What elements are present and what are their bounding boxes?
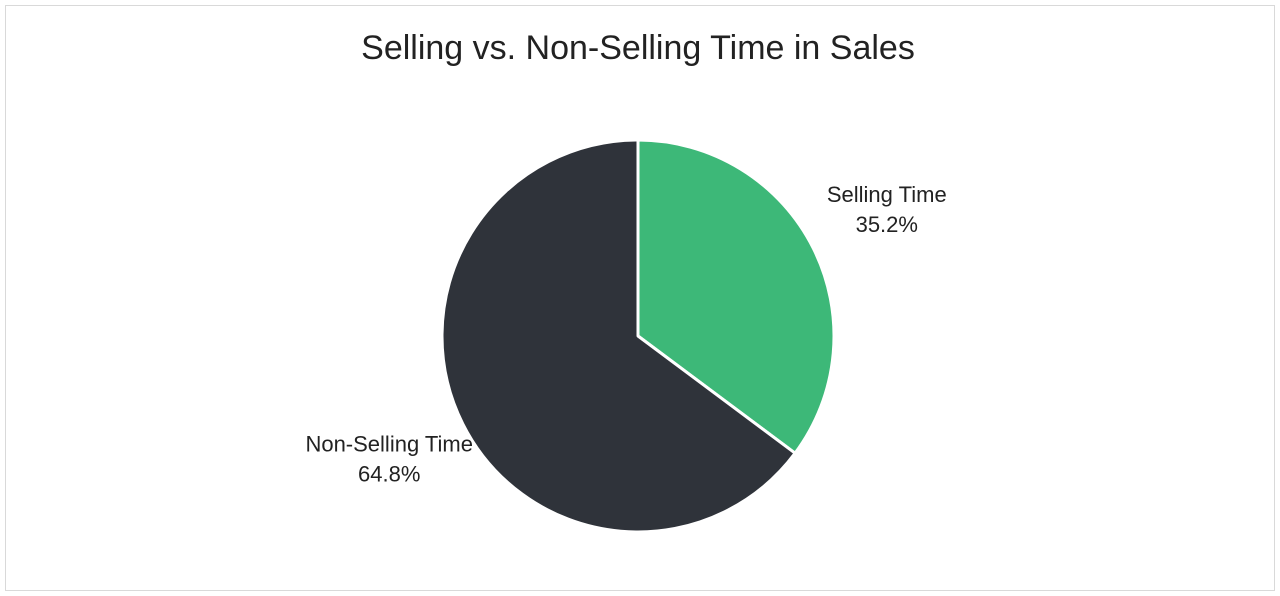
pie-slice	[636, 138, 836, 455]
slice-value-label: 35.2%	[856, 212, 918, 237]
chart-title: Selling vs. Non-Selling Time in Sales	[361, 29, 915, 67]
slice-label: Non-Selling Time	[305, 432, 473, 457]
slice-value-label: 64.8%	[358, 462, 420, 487]
pie-slice	[440, 138, 797, 534]
slice-label: Selling Time	[827, 182, 947, 207]
